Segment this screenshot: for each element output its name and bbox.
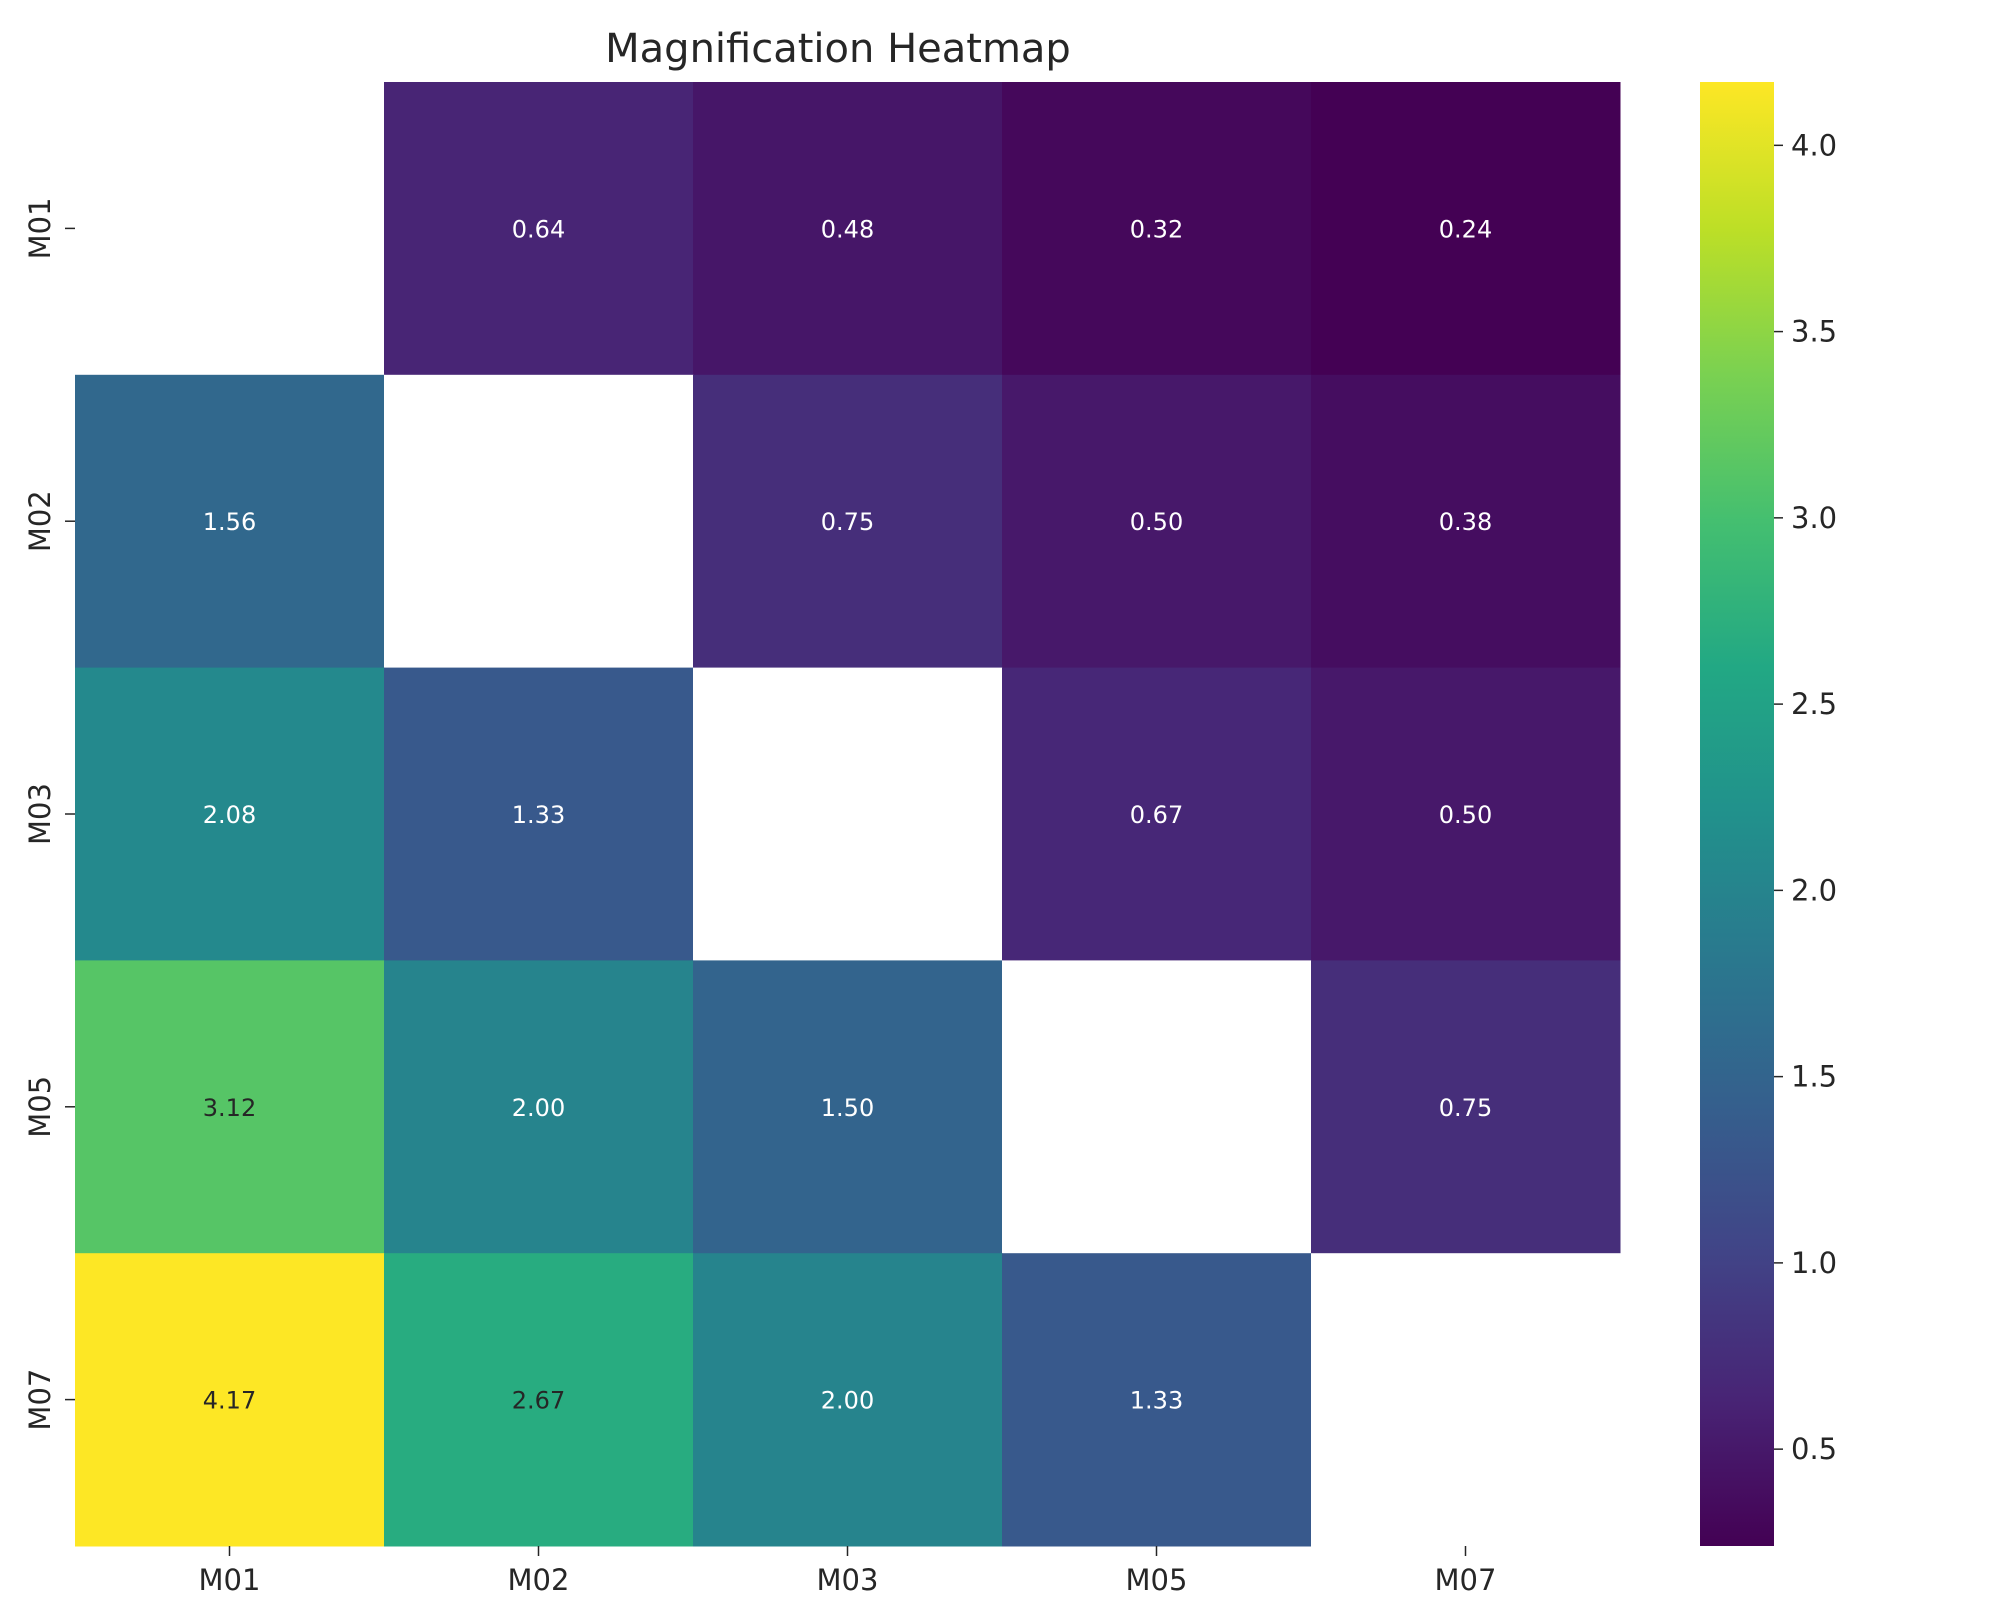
x-axis: M01 M02 M03 M05 M07: [199, 1546, 1497, 1597]
cell-value-label: 0.67: [1130, 801, 1183, 829]
heatmap-cell-empty: [1002, 960, 1312, 1254]
cell-value-label: 2.67: [512, 1387, 565, 1415]
cell-value-label: 0.75: [821, 508, 874, 536]
colorbar: 0.5 1.0 1.5 2.0 2.5 3.0 3.5 4.0: [1700, 82, 1837, 1546]
heatmap-cell-empty: [693, 667, 1003, 961]
heatmap-cell: [384, 82, 694, 376]
heatmap-cell: [1311, 960, 1621, 1254]
y-tick-label: M05: [23, 1076, 57, 1138]
cell-value-label: 3.12: [203, 1094, 256, 1122]
heatmap-cell: [75, 960, 385, 1254]
colorbar-tick-label: 3.5: [1791, 315, 1837, 349]
x-tick-label: M05: [1126, 1563, 1188, 1597]
heatmap-cell: [1002, 374, 1312, 669]
y-tick-label: M03: [23, 783, 57, 845]
x-tick-label: M02: [508, 1563, 570, 1597]
heatmap-cell: [384, 960, 694, 1254]
cell-value-label: 0.24: [1439, 215, 1492, 243]
heatmap-cell: [693, 960, 1003, 1254]
heatmap-cell: [693, 82, 1003, 376]
y-tick-label: M02: [23, 490, 57, 552]
chart-title: Magnification Heatmap: [605, 26, 1071, 72]
colorbar-tick-label: 1.0: [1791, 1246, 1837, 1280]
cell-value-label: 0.32: [1130, 215, 1183, 243]
heatmap-cell: [1311, 374, 1621, 669]
x-tick-label: M03: [817, 1563, 879, 1597]
colorbar-tick-label: 2.0: [1791, 873, 1837, 907]
colorbar-tick-label: 4.0: [1791, 128, 1837, 162]
y-axis: M01 M02 M03 M05 M07: [23, 197, 75, 1431]
cell-value-label: 2.00: [821, 1387, 874, 1415]
cell-value-label: 0.75: [1439, 1094, 1492, 1122]
colorbar-tick-label: 2.5: [1791, 687, 1837, 721]
heatmap-cell: [1002, 82, 1312, 376]
cell-value-label: 1.50: [821, 1094, 874, 1122]
colorbar-tick-label: 1.5: [1791, 1060, 1837, 1094]
cell-value-label: 0.48: [821, 215, 874, 243]
heatmap-cell: [75, 667, 385, 961]
cell-value-label: 2.08: [203, 801, 256, 829]
cell-value-label: 1.56: [203, 508, 256, 536]
colorbar-tick-label: 0.5: [1791, 1432, 1837, 1466]
cell-value-label: 0.50: [1439, 801, 1492, 829]
cell-value-label: 2.00: [512, 1094, 565, 1122]
heatmap-cell: [1311, 82, 1621, 376]
y-tick-label: M07: [23, 1369, 57, 1431]
heatmap-cell: [384, 667, 694, 961]
cell-value-label: 1.33: [1130, 1387, 1183, 1415]
heatmap-cell: [1002, 1253, 1312, 1547]
colorbar-tick-label: 3.0: [1791, 501, 1837, 535]
heatmap-cell-empty: [384, 374, 694, 669]
heatmap-cell: [1311, 667, 1621, 961]
cell-value-label: 0.64: [512, 215, 565, 243]
y-tick-label: M01: [23, 197, 57, 259]
heatmap-cell: [693, 1253, 1003, 1547]
cell-value-label: 0.50: [1130, 508, 1183, 536]
cell-value-label: 1.33: [512, 801, 565, 829]
heatmap-cell: [75, 1253, 385, 1547]
cell-value-label: 0.38: [1439, 508, 1492, 536]
heatmap-cell: [75, 374, 385, 669]
x-tick-label: M07: [1435, 1563, 1497, 1597]
heatmap-cell: [384, 1253, 694, 1547]
heatmap-cell: [1002, 667, 1312, 961]
heatmap-cells: 0.64 0.48 0.32 0.24 1.56 0.75 0.50 0.38 2.08 1.33…: [75, 82, 1621, 1547]
heatmap-cell: [693, 374, 1003, 669]
x-tick-label: M01: [199, 1563, 261, 1597]
cell-value-label: 4.17: [203, 1387, 256, 1415]
heatmap-cell-empty: [1311, 1253, 1621, 1547]
heatmap-cell-empty: [75, 82, 385, 376]
colorbar-gradient: [1700, 82, 1774, 1546]
